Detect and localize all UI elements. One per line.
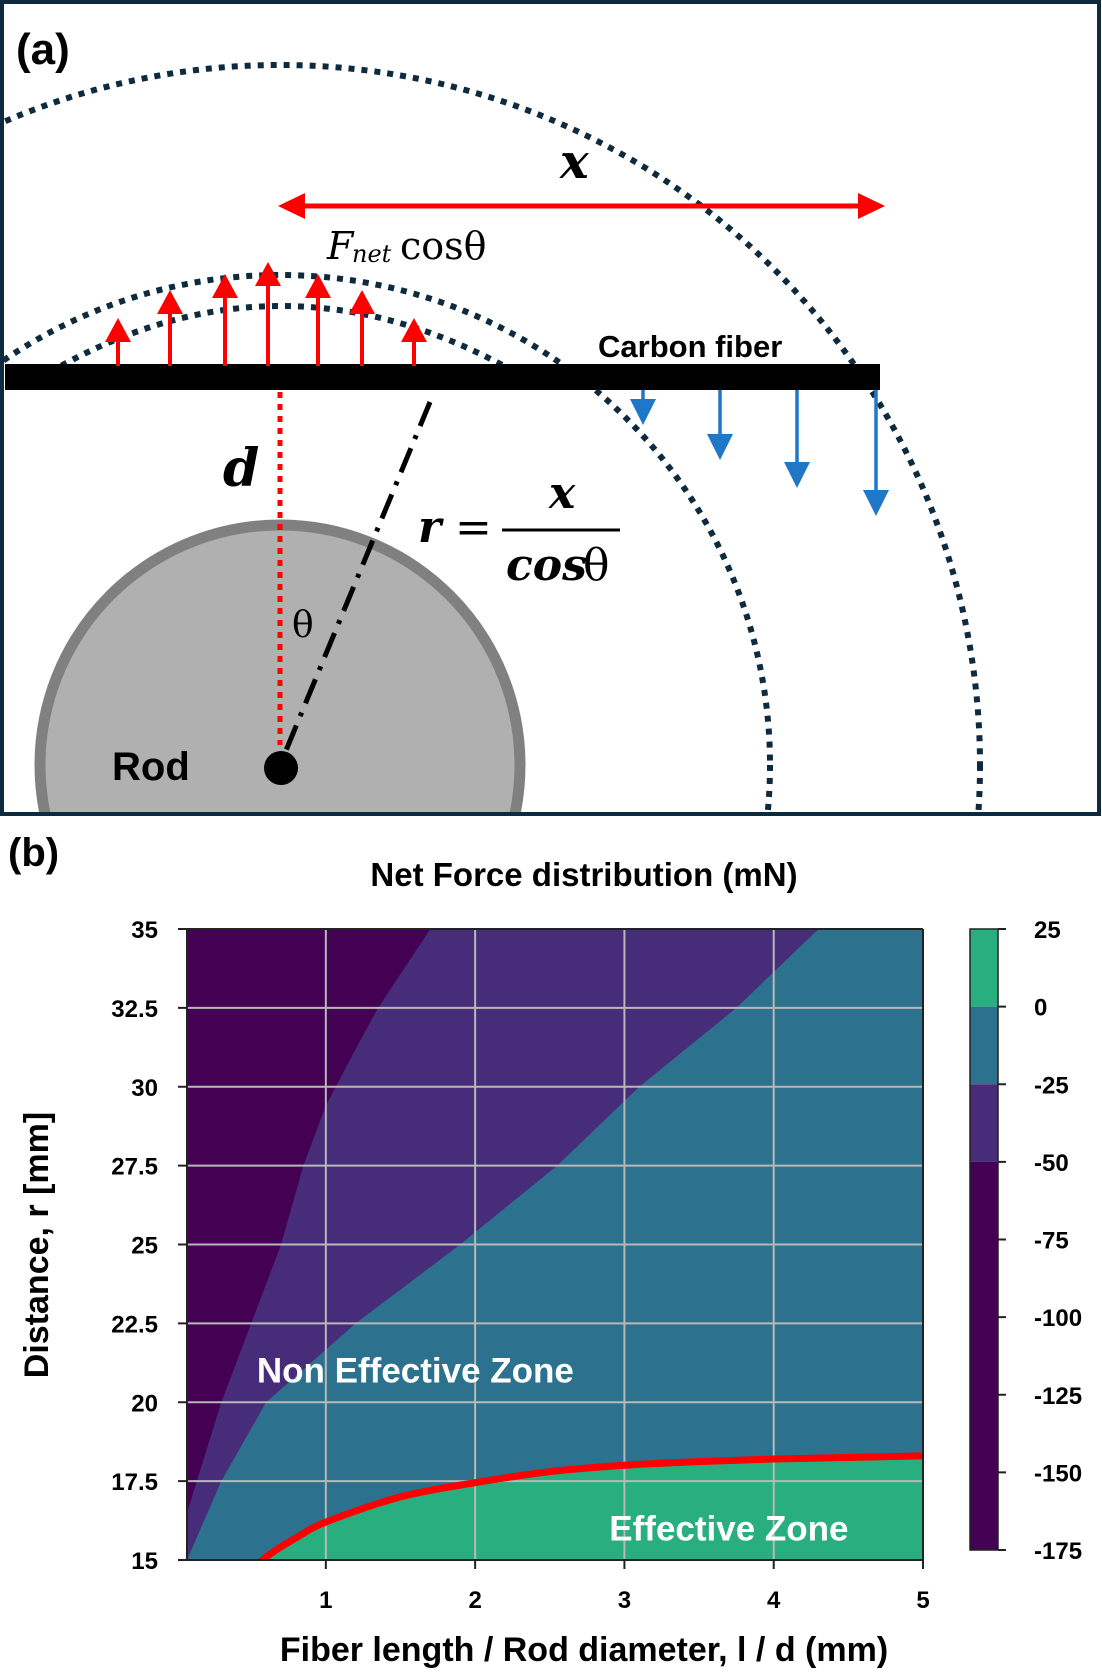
colorbar-tick-label: 25: [1034, 917, 1061, 944]
r-formula: r = x cos θ: [418, 468, 620, 591]
x-axis-label: Fiber length / Rod diameter, l / d (mm): [280, 1631, 888, 1669]
colorbar-tick-label: -25: [1034, 1072, 1069, 1099]
colorbar-segment: [970, 1161, 998, 1550]
x-tick-label: 5: [916, 1587, 929, 1614]
rod-label: Rod: [112, 745, 190, 789]
x-ticks: 1 2 3 4 5: [319, 1560, 930, 1614]
theta-symbol: θ: [292, 605, 314, 646]
x-tick-label: 1: [319, 1587, 332, 1614]
x-tick-label: 2: [468, 1587, 481, 1614]
panel-b: (b) Net Force distribution (mN) 1 2 3 4 5 15…: [8, 831, 1082, 1669]
y-tick-label: 20: [131, 1390, 158, 1417]
force-label-sub: net: [352, 240, 392, 268]
y-ticks: 15 17.5 20 22.5 25 27.5 30 32.5 35: [111, 917, 187, 1575]
down-force-arrows: [630, 390, 889, 516]
y-tick-label: 17.5: [111, 1469, 158, 1496]
up-arrow: [105, 318, 131, 366]
up-arrow: [401, 318, 427, 366]
y-tick-label: 25: [131, 1233, 158, 1260]
colorbar-segment: [970, 1006, 998, 1085]
fraction-denominator-theta: θ: [583, 540, 610, 591]
up-arrow: [305, 274, 331, 366]
colorbar-tick-label: -75: [1034, 1228, 1069, 1255]
colorbar-tick-label: 0: [1034, 995, 1047, 1022]
outer-dotted-arc: [4, 272, 773, 812]
colorbar-tick-label: -100: [1034, 1305, 1082, 1332]
fraction-numerator: x: [548, 468, 576, 519]
y-tick-label: 32.5: [111, 996, 158, 1023]
y-tick-label: 27.5: [111, 1154, 158, 1181]
down-arrow: [707, 390, 733, 460]
x-arrow: [278, 193, 885, 219]
non-effective-zone-label: Non Effective Zone: [257, 1352, 574, 1391]
colorbar-tick-label: -125: [1034, 1383, 1082, 1410]
x-symbol: x: [559, 134, 590, 190]
panel-b-label: (b): [8, 831, 59, 875]
carbon-fiber-bar: [5, 364, 880, 390]
x-tick-label: 4: [767, 1587, 781, 1614]
grid-lines: [187, 929, 923, 1560]
chart-title: Net Force distribution (mN): [370, 856, 797, 893]
y-tick-label: 30: [131, 1075, 158, 1102]
up-arrow: [349, 290, 375, 366]
equals-sign: =: [455, 502, 492, 553]
force-label-cos: cosθ: [400, 224, 487, 268]
d-symbol: d: [223, 438, 259, 499]
y-tick-label: 35: [131, 917, 158, 944]
panel-a: (a) x F net cosθ Carbon fiber d r = x co…: [0, 0, 1101, 816]
force-label: F net cosθ: [326, 224, 487, 268]
y-tick-label: 15: [131, 1548, 158, 1575]
x-tick-label: 3: [618, 1587, 631, 1614]
down-arrow: [784, 390, 810, 488]
effective-zone-boundary-line: [257, 1452, 923, 1560]
outermost-dotted-arc: [4, 62, 983, 812]
colorbar-segment: [970, 1084, 998, 1162]
colorbar-segment: [970, 929, 998, 1007]
up-arrow: [157, 290, 183, 366]
up-arrow: [212, 274, 238, 366]
y-axis-label: Distance, r [mm]: [18, 1112, 56, 1378]
rod-center-dot: [264, 751, 298, 785]
effective-zone-label: Effective Zone: [609, 1509, 848, 1548]
r-dashdot-line: [277, 401, 433, 766]
y-tick-label: 22.5: [111, 1311, 158, 1338]
fraction-denominator-cos: cos: [506, 540, 587, 591]
up-force-arrows: [105, 262, 427, 366]
carbon-fiber-label: Carbon fiber: [598, 329, 782, 364]
colorbar: 25 0 -25 -50 -75 -100 -125 -150 -175: [969, 917, 1082, 1565]
panel-a-label: (a): [16, 25, 70, 74]
up-arrow: [255, 262, 281, 366]
down-arrow: [630, 390, 656, 425]
colorbar-tick-label: -150: [1034, 1460, 1082, 1487]
r-symbol: r: [418, 502, 444, 553]
colorbar-tick-label: -50: [1034, 1150, 1069, 1177]
colorbar-tick-label: -175: [1034, 1538, 1082, 1565]
down-arrow: [863, 390, 889, 516]
force-label-f: F: [326, 224, 355, 268]
plot-area: [187, 929, 923, 1560]
